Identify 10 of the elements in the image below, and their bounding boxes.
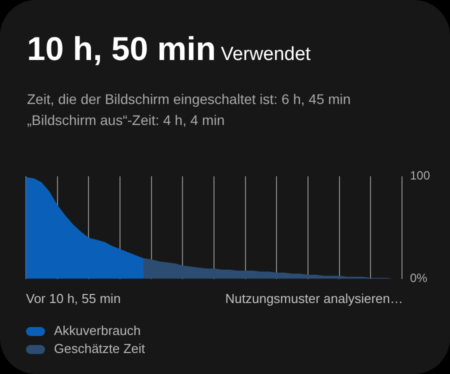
y-tick-label: 100 bbox=[410, 168, 430, 183]
y-tick-label: 0% bbox=[410, 271, 428, 286]
text: „Bildschirm aus“-Zeit: 4 h, 4 min bbox=[27, 111, 226, 130]
legend-label: Akkuverbrauch bbox=[54, 322, 141, 340]
chart-title: 10 h, 50 min bbox=[27, 30, 216, 67]
legend-label: Geschätzte Zeit bbox=[54, 340, 146, 358]
chart-subtitle: Zeit, die der Bildschirm eingeschaltet ist: 6 h, 45 min bbox=[27, 90, 351, 109]
text: Nutzungsmuster analysieren… bbox=[225, 291, 403, 306]
text: Verwendet bbox=[220, 44, 311, 65]
text: Vor 10 h, 55 min bbox=[26, 291, 121, 306]
